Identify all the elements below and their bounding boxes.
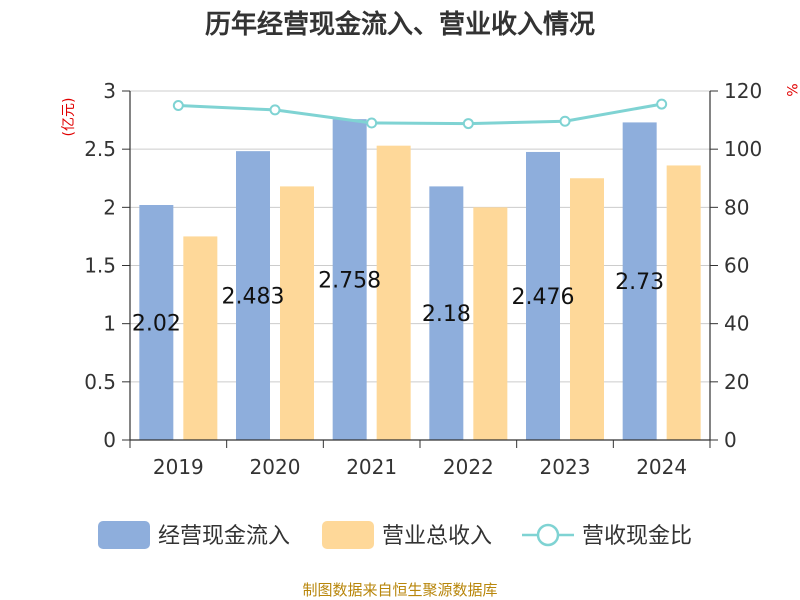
bar-revenue: [280, 186, 314, 440]
left-axis-tick-label: 1.5: [84, 254, 116, 278]
right-axis-tick-label: 60: [724, 254, 749, 278]
legend-swatch-ratio-marker: [536, 523, 560, 547]
right-axis-tick-label: 120: [724, 79, 762, 103]
ratio-point: [656, 98, 668, 110]
right-axis-unit: %: [783, 83, 799, 96]
data-label: 2.758: [318, 269, 381, 294]
x-axis-tick-label: 2021: [346, 455, 397, 479]
line-series: [172, 98, 668, 130]
data-label: 2.73: [615, 270, 664, 295]
x-axis-tick-label: 2024: [636, 455, 687, 479]
bar-cash-inflow: [526, 151, 560, 440]
ratio-line: [178, 102, 662, 126]
data-label: 2.476: [512, 285, 575, 310]
left-axis-tick-label: 2: [103, 195, 116, 219]
x-axis-tick-label: 2022: [443, 455, 494, 479]
right-axis-tick-label: 0: [724, 428, 737, 452]
legend-swatch-revenue: [322, 521, 374, 549]
left-axis-tick-label: 3: [103, 79, 116, 103]
bar-revenue: [570, 178, 604, 440]
x-axis-tick-label: 2023: [540, 455, 591, 479]
ratio-point: [366, 117, 378, 129]
data-labels: 2.02 2.483 2.758 2.18 2.476 2.73: [132, 269, 664, 337]
left-axis-unit: (亿元): [61, 98, 77, 137]
right-axis-tick-label: 80: [724, 195, 749, 219]
grid: [130, 90, 710, 383]
left-axis-tick-label: 2.5: [84, 137, 116, 161]
bar-cash-inflow: [236, 151, 270, 440]
data-label: 2.18: [422, 302, 471, 327]
left-axis-tick-label: 1: [103, 312, 116, 336]
legend-swatch-cash-inflow: [98, 521, 150, 549]
bar-revenue: [376, 145, 411, 440]
bar-cash-inflow: [139, 205, 174, 440]
bar-revenue: [666, 165, 701, 440]
right-axis-tick-label: 40: [724, 312, 749, 336]
bar-cash-inflow: [332, 119, 367, 441]
ratio-point: [559, 115, 571, 127]
ratio-point: [172, 100, 184, 112]
legend-label-revenue: 营业总收入: [382, 524, 492, 549]
bar-cash-inflow: [622, 122, 657, 440]
data-label: 2.02: [132, 312, 181, 337]
x-axis-tick-label: 2020: [250, 455, 301, 479]
bars: [139, 119, 701, 441]
legend-label-ratio: 营收现金比: [582, 524, 692, 549]
legend: 经营现金流入 营业总收入 营收现金比: [98, 521, 692, 549]
ratio-point: [269, 104, 281, 116]
ratio-point: [462, 118, 474, 130]
left-axis-tick-label: 0: [103, 428, 116, 452]
chart-title: 历年经营现金流入、营业收入情况: [205, 9, 595, 40]
left-axis-tick-label: 0.5: [84, 370, 116, 394]
axes: 0 0.5 1 1.5 2 2.5 3 0 20 40 60 80 100 120 2019 2020 2021…: [84, 79, 762, 479]
right-axis-tick-label: 20: [724, 370, 749, 394]
bar-cash-inflow: [429, 186, 464, 440]
legend-label-cash-inflow: 经营现金流入: [158, 524, 290, 549]
data-label: 2.483: [222, 285, 285, 310]
source-note: 制图数据来自恒生聚源数据库: [302, 581, 497, 599]
right-axis-tick-label: 100: [724, 137, 762, 161]
bar-revenue: [473, 207, 508, 440]
bar-revenue: [183, 236, 218, 440]
x-axis-tick-label: 2019: [153, 455, 204, 479]
